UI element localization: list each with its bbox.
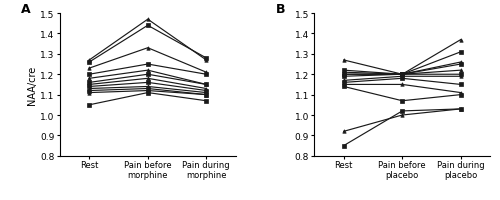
Text: A: A bbox=[22, 3, 31, 16]
Text: B: B bbox=[276, 3, 285, 16]
Y-axis label: NAA/cre: NAA/cre bbox=[28, 65, 38, 105]
